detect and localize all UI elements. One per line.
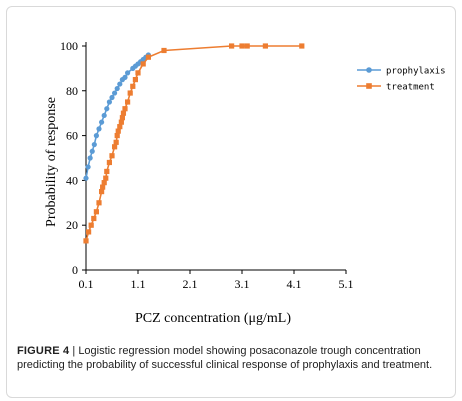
data-point-treatment bbox=[119, 115, 125, 121]
legend-marker-prophylaxis bbox=[366, 67, 372, 73]
data-point-treatment bbox=[135, 70, 141, 76]
x-tick-label: 2.1 bbox=[183, 277, 198, 291]
data-point-treatment bbox=[262, 43, 268, 49]
x-tick-label: 4.1 bbox=[287, 277, 302, 291]
x-tick-label: 3.1 bbox=[235, 277, 250, 291]
y-tick-label: 80 bbox=[66, 84, 78, 98]
data-point-treatment bbox=[103, 175, 109, 181]
data-point-prophylaxis bbox=[106, 99, 112, 105]
legend-label-treatment: treatment bbox=[386, 83, 435, 93]
y-tick-label: 20 bbox=[66, 218, 78, 232]
data-point-treatment bbox=[122, 106, 128, 112]
data-point-treatment bbox=[99, 189, 105, 195]
x-axis-label: PCZ concentration (μg/mL) bbox=[135, 311, 291, 326]
data-point-treatment bbox=[83, 238, 89, 244]
data-point-treatment bbox=[115, 128, 121, 134]
data-point-prophylaxis bbox=[112, 90, 118, 96]
chart: 0 20 40 60 80 100 0.1 1.1 2.1 3.1 4.1 5.1 prophylax… bbox=[44, 39, 446, 326]
data-point-treatment bbox=[100, 184, 106, 190]
figure-panel: 0 20 40 60 80 100 0.1 1.1 2.1 3.1 4.1 5.1 prophylax… bbox=[6, 6, 456, 398]
data-point-prophylaxis bbox=[122, 74, 128, 80]
data-point-treatment bbox=[91, 215, 97, 222]
data-point-prophylaxis bbox=[93, 133, 99, 139]
data-point-prophylaxis bbox=[101, 112, 107, 119]
data-point-treatment bbox=[125, 99, 131, 105]
data-point-treatment bbox=[96, 200, 102, 206]
y-tick-label: 60 bbox=[66, 129, 78, 143]
data-point-treatment bbox=[120, 110, 127, 116]
y-tick-label: 40 bbox=[66, 173, 78, 187]
data-point-treatment bbox=[244, 43, 250, 49]
caption-text: | Logistic regression model showing posa… bbox=[17, 345, 433, 371]
data-point-treatment bbox=[299, 43, 305, 49]
data-point-prophylaxis bbox=[125, 70, 131, 76]
data-point-treatment bbox=[101, 180, 107, 186]
data-point-treatment bbox=[118, 119, 124, 125]
data-point-treatment bbox=[161, 47, 167, 54]
data-point-treatment bbox=[239, 43, 245, 49]
data-point-treatment bbox=[113, 139, 119, 145]
data-point-prophylaxis bbox=[109, 94, 115, 101]
data-point-prophylaxis bbox=[89, 148, 95, 154]
x-tick-label: 5.1 bbox=[339, 277, 354, 291]
data-point-treatment bbox=[132, 77, 138, 83]
data-point-treatment bbox=[112, 144, 118, 150]
y-axis-label: Probability of response bbox=[44, 97, 59, 227]
data-point-treatment bbox=[127, 90, 133, 96]
data-point-treatment bbox=[117, 124, 123, 130]
data-point-prophylaxis bbox=[96, 126, 102, 132]
caption-label: FIGURE 4 bbox=[17, 345, 70, 357]
data-point-prophylaxis bbox=[87, 155, 93, 161]
y-tick-label: 0 bbox=[72, 263, 78, 277]
data-point-treatment bbox=[106, 159, 112, 166]
data-point-treatment bbox=[140, 61, 146, 67]
data-point-prophylaxis bbox=[83, 175, 89, 181]
data-point-treatment bbox=[88, 222, 94, 228]
x-tick-label: 1.1 bbox=[131, 277, 146, 291]
figure-caption: FIGURE 4 | Logistic regression model sho… bbox=[17, 345, 445, 372]
data-point-prophylaxis bbox=[99, 119, 105, 125]
data-point-prophylaxis bbox=[91, 141, 97, 148]
legend-label-prophylaxis: prophylaxis bbox=[386, 67, 446, 77]
data-point-prophylaxis bbox=[114, 85, 120, 92]
data-point-treatment bbox=[145, 54, 151, 60]
data-point-treatment bbox=[109, 153, 115, 159]
data-point-treatment bbox=[104, 168, 110, 175]
data-point-treatment bbox=[114, 133, 120, 139]
data-point-treatment bbox=[86, 229, 92, 235]
data-point-prophylaxis bbox=[85, 164, 91, 170]
data-point-treatment bbox=[130, 83, 136, 89]
x-tick-label: 0.1 bbox=[79, 277, 94, 291]
data-point-prophylaxis bbox=[117, 81, 123, 87]
legend-marker-treatment bbox=[366, 83, 372, 89]
y-tick-label: 100 bbox=[60, 39, 78, 53]
data-point-treatment bbox=[229, 43, 235, 49]
data-point-treatment bbox=[93, 209, 99, 215]
data-point-prophylaxis bbox=[104, 106, 110, 112]
